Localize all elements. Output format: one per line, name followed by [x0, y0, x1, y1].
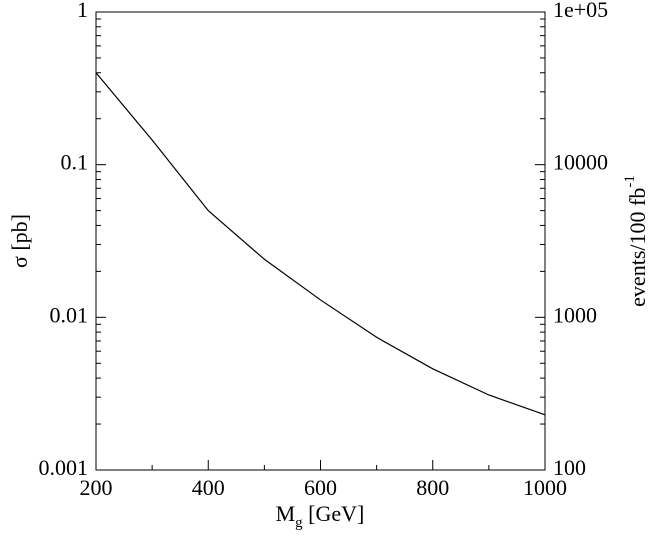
y-tick-label: 0.1: [61, 150, 89, 175]
x-tick-label: 600: [304, 475, 337, 500]
plot-frame: [95, 11, 546, 471]
y2-tick-label: 100: [553, 455, 586, 480]
x-axis-label: Mg [GeV]: [276, 501, 365, 531]
x-label-rest: [GeV]: [303, 501, 365, 526]
x-tick-label: 800: [416, 475, 449, 500]
y2-label-main: events/100 fb: [625, 188, 650, 307]
x-tick-label: 400: [192, 475, 225, 500]
x-label-sub: g: [295, 515, 303, 531]
y-tick-label: 0.01: [50, 302, 89, 327]
y2-tick-label: 1000: [553, 302, 597, 327]
y-tick-label: 1: [77, 0, 88, 22]
x-tick-label: 200: [80, 475, 113, 500]
y2-axis-label: events/100 fb-1: [622, 175, 650, 307]
y2-tick-label: 10000: [553, 150, 608, 175]
x-tick-label: 1000: [523, 475, 567, 500]
y-tick-label: 0.001: [39, 455, 89, 480]
y2-label-sup: -1: [622, 175, 638, 188]
x-label-main: M: [276, 501, 296, 526]
y-axis-label: σ [pb]: [7, 214, 32, 268]
y2-tick-label: 1e+05: [553, 0, 608, 22]
data-line: [95, 72, 546, 416]
